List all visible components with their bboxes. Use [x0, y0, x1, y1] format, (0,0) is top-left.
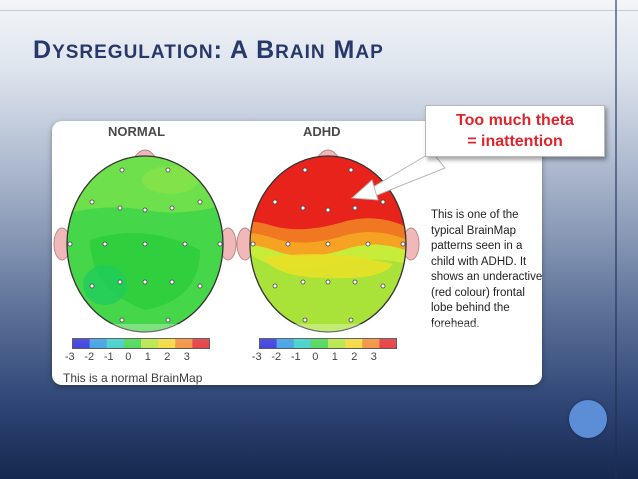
tick-label: -3 — [251, 351, 262, 363]
scale-swatch — [158, 338, 176, 349]
tick-label: 1 — [144, 351, 151, 363]
callout-box: Too much theta = inattention — [425, 105, 605, 157]
decorative-circle — [569, 400, 607, 438]
adhd-color-scale — [259, 338, 397, 349]
tick-label: -2 — [84, 351, 95, 363]
scale-swatch — [192, 338, 210, 349]
tick-label: 2 — [164, 351, 171, 363]
tick-label: 0 — [312, 351, 319, 363]
tick-label: 3 — [370, 351, 377, 363]
adhd-description: This is one of the typical BrainMap patt… — [431, 209, 543, 330]
normal-scale-ticks: -3 -2 -1 0 1 2 3 — [60, 351, 197, 363]
scale-swatch — [362, 338, 380, 349]
adhd-brain-map — [236, 149, 420, 333]
tick-label: -2 — [271, 351, 282, 363]
slide-title: DYSREGULATION: A BRAIN MAP — [33, 36, 384, 64]
scale-swatch — [293, 338, 312, 349]
tick-label: -1 — [103, 351, 114, 363]
normal-brain-map — [53, 149, 237, 333]
tick-label: 3 — [183, 351, 190, 363]
scale-swatch — [379, 338, 397, 349]
normal-caption: This is a normal BrainMap — [63, 371, 203, 385]
normal-color-scale — [72, 338, 210, 349]
tick-label: -1 — [290, 351, 301, 363]
card-reflection — [52, 324, 542, 388]
tick-label: 2 — [351, 351, 358, 363]
scale-swatch — [310, 338, 329, 349]
side-rule — [615, 0, 617, 479]
tick-label: 0 — [125, 351, 132, 363]
scale-swatch — [106, 338, 125, 349]
scale-swatch — [89, 338, 108, 349]
scale-swatch — [123, 338, 142, 349]
tick-label: 1 — [331, 351, 338, 363]
scale-swatch — [175, 338, 193, 349]
scale-swatch — [328, 338, 346, 349]
callout-line-1: Too much theta — [456, 112, 574, 129]
scale-swatch — [72, 338, 91, 349]
scale-swatch — [345, 338, 363, 349]
normal-label: NORMAL — [108, 124, 166, 139]
adhd-label: ADHD — [303, 124, 341, 139]
scale-swatch — [141, 338, 159, 349]
tick-label: -3 — [64, 351, 75, 363]
top-rule — [0, 10, 638, 11]
adhd-scale-ticks: -3 -2 -1 0 1 2 3 — [247, 351, 384, 363]
scale-swatch — [259, 338, 278, 349]
callout-line-2: = inattention — [467, 133, 563, 150]
scale-swatch — [276, 338, 295, 349]
